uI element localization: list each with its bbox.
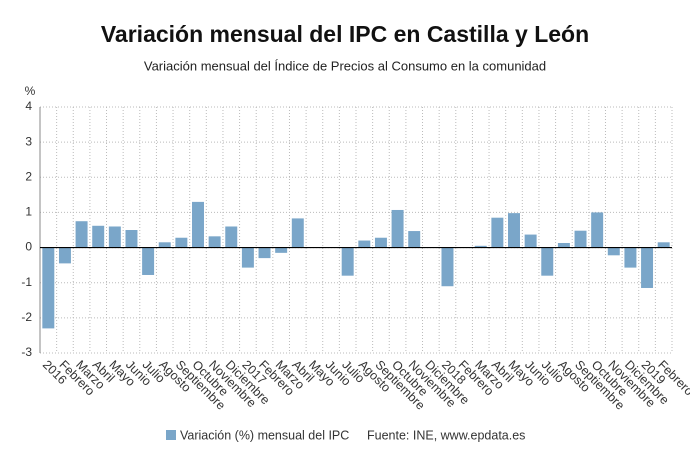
bar (391, 209, 404, 248)
bar (641, 247, 654, 288)
bar (524, 234, 537, 248)
bar (258, 247, 271, 259)
bar (374, 237, 387, 248)
bar (508, 213, 520, 248)
bar (607, 247, 620, 256)
y-tick-label: 4 (25, 99, 32, 113)
source: Fuente: INE, www.epdata.es (367, 428, 525, 442)
legend-label: Variación (%) mensual del IPC (180, 428, 349, 442)
bar (408, 231, 421, 248)
y-tick-label: 3 (25, 134, 32, 148)
chart-title: Variación mensual del IPC en Castilla y … (101, 21, 589, 47)
bar (108, 226, 121, 248)
bar (657, 242, 670, 248)
bar (42, 247, 55, 329)
bar (474, 245, 487, 248)
bar (58, 247, 71, 264)
y-tick-label: 2 (25, 169, 32, 183)
bar (158, 242, 171, 248)
bar (358, 240, 371, 248)
bar (142, 247, 155, 275)
bar (275, 247, 288, 253)
bar (241, 247, 254, 268)
y-tick-label: -2 (21, 310, 32, 324)
chart-subtitle: Variación mensual del Índice de Precios … (144, 58, 546, 73)
y-axis-label: % (25, 84, 36, 98)
bar (75, 221, 88, 248)
y-tick-label: 1 (25, 205, 32, 219)
bar (125, 230, 138, 248)
y-tick-label: -3 (21, 345, 32, 359)
bar (441, 247, 454, 287)
bar (175, 237, 188, 248)
bar (341, 247, 354, 276)
bar (291, 218, 304, 248)
bar (591, 212, 604, 248)
bar (624, 247, 637, 268)
bar (208, 236, 221, 248)
legend-swatch (166, 430, 176, 440)
bar (574, 230, 587, 248)
y-tick-label: -1 (21, 275, 32, 289)
bar (557, 243, 570, 248)
bar (192, 201, 204, 248)
bar (491, 217, 504, 248)
y-tick-label: 0 (25, 240, 32, 254)
bar (541, 247, 554, 276)
bar (225, 226, 238, 248)
bar (92, 225, 105, 248)
